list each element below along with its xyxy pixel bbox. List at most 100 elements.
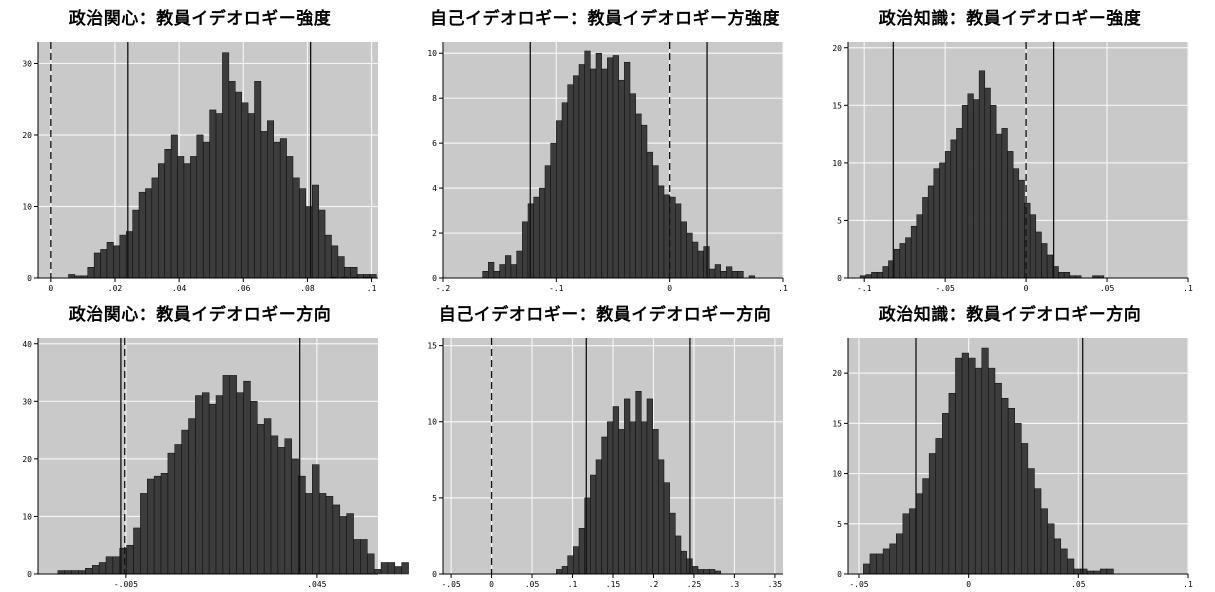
histogram-bar — [91, 565, 100, 575]
histogram-bar — [978, 70, 986, 279]
histogram-bar — [595, 52, 602, 279]
histogram-bar — [196, 134, 204, 279]
histogram-bar — [865, 274, 872, 279]
histogram-bar — [1040, 508, 1048, 575]
histogram-bar — [916, 214, 923, 279]
histogram-bar — [669, 196, 676, 279]
chart-title: 政治知識：教員イデオロギー強度 — [878, 9, 1142, 29]
histogram-bar — [100, 249, 108, 279]
histogram-bar — [1034, 488, 1042, 575]
histogram-chart: 0 10 20 30 0 .02 .04 .06 .08 .1 — [22, 42, 378, 293]
histogram-bar — [277, 447, 286, 575]
histogram-bar — [510, 264, 517, 279]
histogram-bar — [731, 271, 738, 279]
histogram-bar — [646, 151, 653, 279]
histogram-bar — [151, 177, 159, 279]
histogram-bar — [927, 185, 935, 279]
x-tick-label: .1 — [1183, 284, 1193, 293]
y-tick-label: 15 — [832, 419, 842, 428]
histogram-bar — [675, 535, 682, 575]
x-tick-label: .02 — [108, 284, 123, 293]
histogram-bar — [119, 234, 127, 279]
y-tick-label: 0 — [432, 570, 437, 579]
histogram-bar — [87, 267, 95, 279]
histogram-bar — [556, 569, 563, 575]
x-tick-label: -.005 — [114, 580, 138, 589]
x-tick-label: .04 — [172, 284, 187, 293]
histogram-bar — [1063, 271, 1071, 279]
histogram-chart: 0 10 20 30 40 -.005 .045 — [22, 338, 409, 589]
y-tick-label: 0 — [837, 274, 842, 283]
histogram-bar — [641, 421, 648, 575]
histogram-bar — [612, 55, 619, 279]
histogram-bar — [202, 141, 210, 279]
histogram-bar — [910, 225, 918, 279]
histogram-bar — [726, 266, 733, 279]
histogram-bar — [112, 556, 121, 575]
histogram-bar — [126, 544, 134, 575]
histogram-bar — [1035, 231, 1042, 279]
histogram-bar — [1027, 468, 1035, 575]
y-tick-label: 30 — [22, 397, 32, 406]
y-tick-label: 40 — [22, 340, 32, 349]
histogram-bar — [974, 367, 983, 575]
histogram-bar — [78, 570, 86, 575]
histogram-bar — [680, 550, 687, 575]
x-tick-label: .2 — [649, 580, 659, 589]
histogram-bar — [663, 482, 670, 575]
histogram-bar — [1007, 408, 1015, 575]
histogram-bar — [360, 539, 368, 575]
y-tick-label: 5 — [837, 520, 842, 529]
histogram-bar — [686, 232, 693, 279]
chart-title: 政治関心：教員イデオロギー強度 — [68, 9, 332, 29]
histogram-bar — [267, 120, 275, 279]
histogram-bar — [950, 139, 957, 279]
histogram-bar — [658, 459, 665, 575]
histogram-bar — [318, 209, 326, 279]
histogram-bar — [260, 131, 268, 279]
histogram-bar — [113, 245, 121, 279]
histogram-bar — [618, 79, 625, 279]
y-tick-label: 0 — [27, 274, 32, 283]
histogram-bar — [590, 474, 597, 575]
histogram-bar — [556, 120, 563, 279]
histogram-bar — [944, 151, 952, 279]
histogram-bar — [195, 395, 203, 575]
histogram-bar — [703, 569, 710, 575]
y-tick-label: 10 — [22, 512, 32, 521]
x-tick-label: -.05 — [441, 580, 460, 589]
histogram-bar — [229, 375, 237, 575]
histogram-bar — [561, 102, 568, 279]
histogram-bar — [387, 562, 396, 575]
histogram-bar — [709, 569, 716, 575]
histogram-bar — [482, 271, 489, 279]
histogram-bar — [488, 262, 495, 279]
histogram-bar — [692, 241, 699, 279]
histogram-bar — [624, 398, 631, 575]
y-tick-label: 0 — [432, 274, 437, 283]
x-tick-label: 0 — [1024, 284, 1029, 293]
x-tick-label: -.1 — [857, 284, 872, 293]
histogram-chart: 0 5 10 15 -.05 0 .05 .1 .15 .2 .25 .3 .35 — [427, 338, 783, 589]
histogram-bar — [584, 50, 591, 279]
histogram-bar — [170, 134, 178, 279]
y-tick-label: 5 — [837, 216, 842, 225]
histogram-bar — [394, 566, 402, 575]
histogram-bar — [332, 504, 341, 575]
histogram-bar — [1067, 558, 1075, 575]
histogram-bar — [177, 156, 185, 279]
histogram-bar — [601, 68, 608, 279]
x-tick-label: -.05 — [849, 580, 868, 589]
histogram-bar — [669, 512, 676, 575]
histogram-bar — [215, 395, 224, 575]
histogram-bar — [263, 418, 272, 575]
y-tick-label: 15 — [427, 342, 437, 351]
x-tick-label: .08 — [300, 284, 315, 293]
x-tick-label: -.1 — [549, 284, 564, 293]
histogram-bar — [133, 527, 141, 575]
histogram-bar — [350, 267, 358, 279]
y-tick-label: 0 — [837, 570, 842, 579]
y-tick-label: 15 — [832, 101, 842, 110]
histogram-bar — [680, 221, 687, 279]
histogram-bar — [973, 99, 980, 279]
